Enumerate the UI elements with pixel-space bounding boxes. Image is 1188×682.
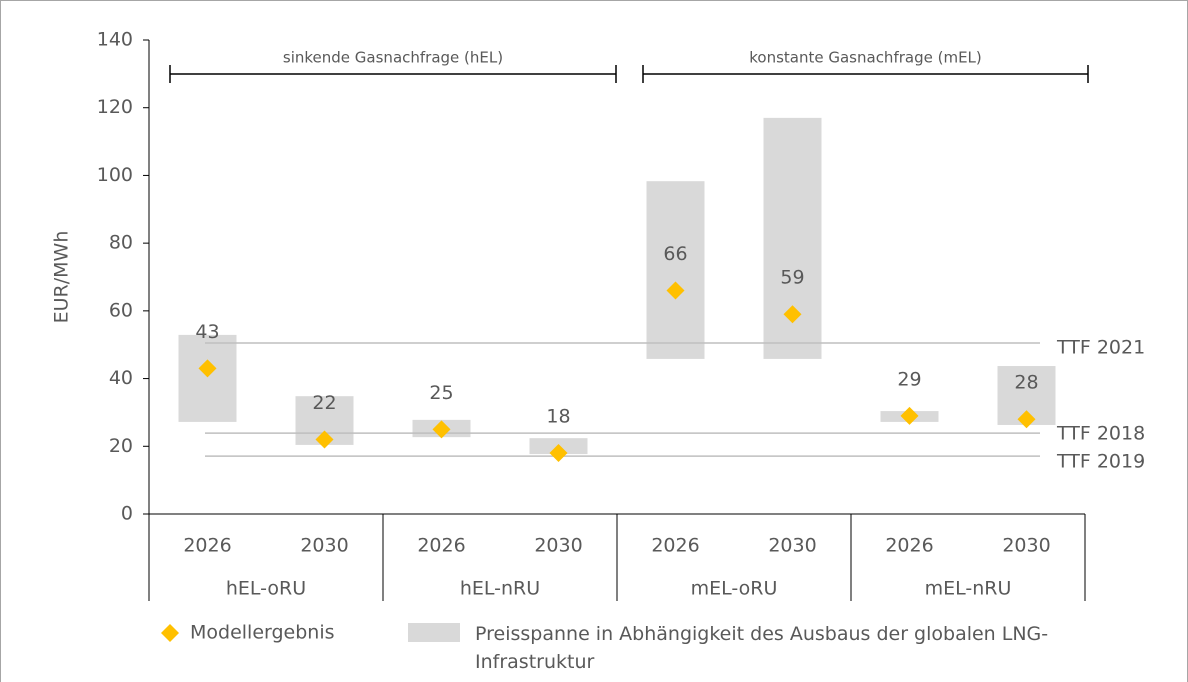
y-tick-label: 40 [109,367,133,389]
value-label: 22 [312,392,336,414]
legend-range-label: Preisspanne in Abhängigkeit des Ausbaus … [475,623,1049,673]
range-bar [646,181,705,359]
reference-label: TTF 2021 [1056,337,1145,359]
x-tick-label: 2030 [534,535,582,557]
value-label: 66 [663,243,687,265]
marker [666,281,685,300]
x-tick-label: 2026 [651,535,699,557]
x-tick-label: 2026 [417,535,465,557]
group-label: hEL-nRU [460,578,540,600]
y-tick-label: 120 [97,96,133,118]
marker [549,444,568,463]
annotation: sinkende Gasnachfrage (hEL) [283,49,503,67]
x-tick-label: 2030 [300,535,348,557]
group-label: mEL-nRU [925,578,1012,600]
legend-label: Modellergebnis [190,622,335,644]
group-label: hEL-oRU [226,578,306,600]
y-tick-label: 100 [97,164,133,186]
value-label: 43 [195,321,219,343]
y-tick-label: 60 [109,299,133,321]
x-tick-label: 2030 [1002,535,1050,557]
range-bar [178,334,237,422]
x-tick-label: 2026 [885,535,933,557]
y-tick-label: 80 [109,232,133,254]
y-axis-label: EUR/MWh [51,231,73,324]
reference-label: TTF 2019 [1056,451,1145,473]
x-tick-label: 2030 [768,535,816,557]
value-label: 28 [1014,372,1038,394]
reference-label: TTF 2018 [1056,423,1145,445]
legend-range [408,623,460,642]
marker [198,359,217,378]
value-label: 59 [780,267,804,289]
value-label: 25 [429,382,453,404]
value-label: 18 [546,406,570,428]
marker [432,420,451,439]
annotation: konstante Gasnachfrage (mEL) [749,49,982,67]
legend-marker [161,624,179,642]
group-label: mEL-oRU [691,578,778,600]
marker [1017,410,1036,429]
marker [783,305,802,324]
marker [900,406,919,425]
y-tick-label: 20 [109,435,133,457]
y-tick-label: 140 [97,29,133,51]
x-tick-label: 2026 [183,535,231,557]
marker [315,430,334,449]
value-label: 29 [897,368,921,390]
y-tick-label: 0 [121,503,133,525]
